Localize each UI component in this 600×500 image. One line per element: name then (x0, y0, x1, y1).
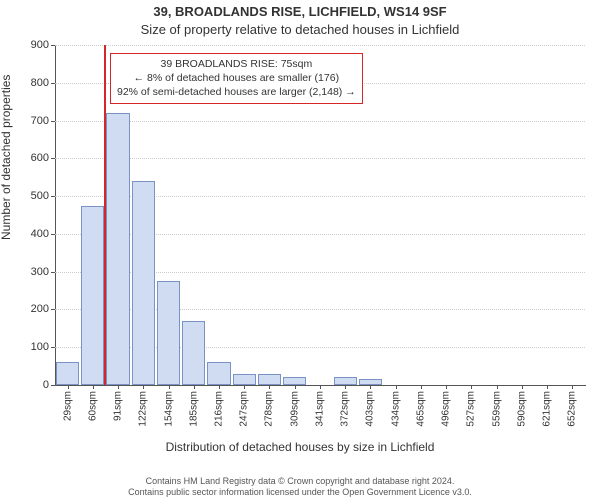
x-tick-label: 372sqm (340, 391, 351, 427)
x-tick-label: 60sqm (87, 391, 98, 421)
x-tick (421, 385, 422, 389)
x-tick (320, 385, 321, 389)
bar (132, 181, 155, 385)
footer-line2: Contains public sector information licen… (0, 487, 600, 498)
infobox-line3: 92% of semi-detached houses are larger (… (117, 85, 356, 99)
x-tick-label: 309sqm (289, 391, 300, 427)
x-tick-label: 434sqm (390, 391, 401, 427)
plot-area: 0100200300400500600700800900 29sqm60sqm9… (55, 45, 585, 385)
y-tick-label: 300 (31, 266, 55, 278)
y-tick-label: 700 (31, 115, 55, 127)
x-tick-label: 91sqm (113, 391, 124, 421)
y-tick-label: 900 (31, 39, 55, 51)
x-tick-label: 247sqm (239, 391, 250, 427)
x-tick (269, 385, 270, 389)
x-tick (93, 385, 94, 389)
bar-column: 652sqm (560, 45, 585, 385)
x-tick-label: 29sqm (62, 391, 73, 421)
footer: Contains HM Land Registry data © Crown c… (0, 476, 600, 499)
x-tick-label: 559sqm (491, 391, 502, 427)
x-tick (370, 385, 371, 389)
x-axis-label: Distribution of detached houses by size … (0, 440, 600, 454)
bar (182, 321, 205, 385)
y-tick-label: 500 (31, 190, 55, 202)
bar (258, 374, 281, 385)
x-tick-label: 496sqm (441, 391, 452, 427)
bar-column: 621sqm (534, 45, 559, 385)
x-tick (143, 385, 144, 389)
bar-column: 527sqm (459, 45, 484, 385)
x-tick (169, 385, 170, 389)
x-tick-label: 278sqm (264, 391, 275, 427)
bar (334, 377, 357, 385)
y-tick-label: 0 (43, 379, 55, 391)
x-tick-label: 154sqm (163, 391, 174, 427)
reference-line (104, 45, 106, 385)
x-tick-label: 527sqm (466, 391, 477, 427)
x-tick (572, 385, 573, 389)
y-tick-label: 200 (31, 303, 55, 315)
y-tick-label: 800 (31, 77, 55, 89)
bar-column: 60sqm (80, 45, 105, 385)
bar-column: 29sqm (55, 45, 80, 385)
bar (81, 206, 104, 385)
bar-column: 434sqm (383, 45, 408, 385)
x-tick-label: 621sqm (542, 391, 553, 427)
bar-column: 559sqm (484, 45, 509, 385)
bar (56, 362, 79, 385)
info-box: 39 BROADLANDS RISE: 75sqm ← 8% of detach… (110, 53, 363, 104)
x-tick (295, 385, 296, 389)
x-tick-label: 403sqm (365, 391, 376, 427)
x-tick-label: 652sqm (567, 391, 578, 427)
infobox-line2: ← 8% of detached houses are smaller (176… (117, 71, 356, 85)
x-tick-label: 216sqm (214, 391, 225, 427)
y-tick-label: 100 (31, 341, 55, 353)
x-tick-label: 341sqm (314, 391, 325, 427)
x-tick (68, 385, 69, 389)
bar (283, 377, 306, 385)
footer-line1: Contains HM Land Registry data © Crown c… (0, 476, 600, 487)
x-tick (446, 385, 447, 389)
x-tick-label: 590sqm (516, 391, 527, 427)
chart-container: 39, BROADLANDS RISE, LICHFIELD, WS14 9SF… (0, 0, 600, 500)
x-tick (345, 385, 346, 389)
bar-column: 465sqm (408, 45, 433, 385)
x-tick (522, 385, 523, 389)
x-tick-label: 122sqm (138, 391, 149, 427)
infobox-line1: 39 BROADLANDS RISE: 75sqm (117, 57, 356, 71)
bar-column: 590sqm (509, 45, 534, 385)
x-tick (497, 385, 498, 389)
chart-title-subtitle: Size of property relative to detached ho… (0, 22, 600, 37)
x-tick-label: 465sqm (415, 391, 426, 427)
x-tick (471, 385, 472, 389)
x-tick-label: 185sqm (188, 391, 199, 427)
bar (157, 281, 180, 385)
bar-column: 496sqm (434, 45, 459, 385)
x-tick (547, 385, 548, 389)
y-tick-label: 400 (31, 228, 55, 240)
x-tick (396, 385, 397, 389)
bar (106, 113, 129, 385)
y-tick-label: 600 (31, 152, 55, 164)
x-tick (194, 385, 195, 389)
chart-title-address: 39, BROADLANDS RISE, LICHFIELD, WS14 9SF (0, 4, 600, 19)
x-tick (219, 385, 220, 389)
x-tick (118, 385, 119, 389)
x-tick (244, 385, 245, 389)
y-axis-label: Number of detached properties (0, 75, 13, 240)
bar (207, 362, 230, 385)
bar (233, 374, 256, 385)
